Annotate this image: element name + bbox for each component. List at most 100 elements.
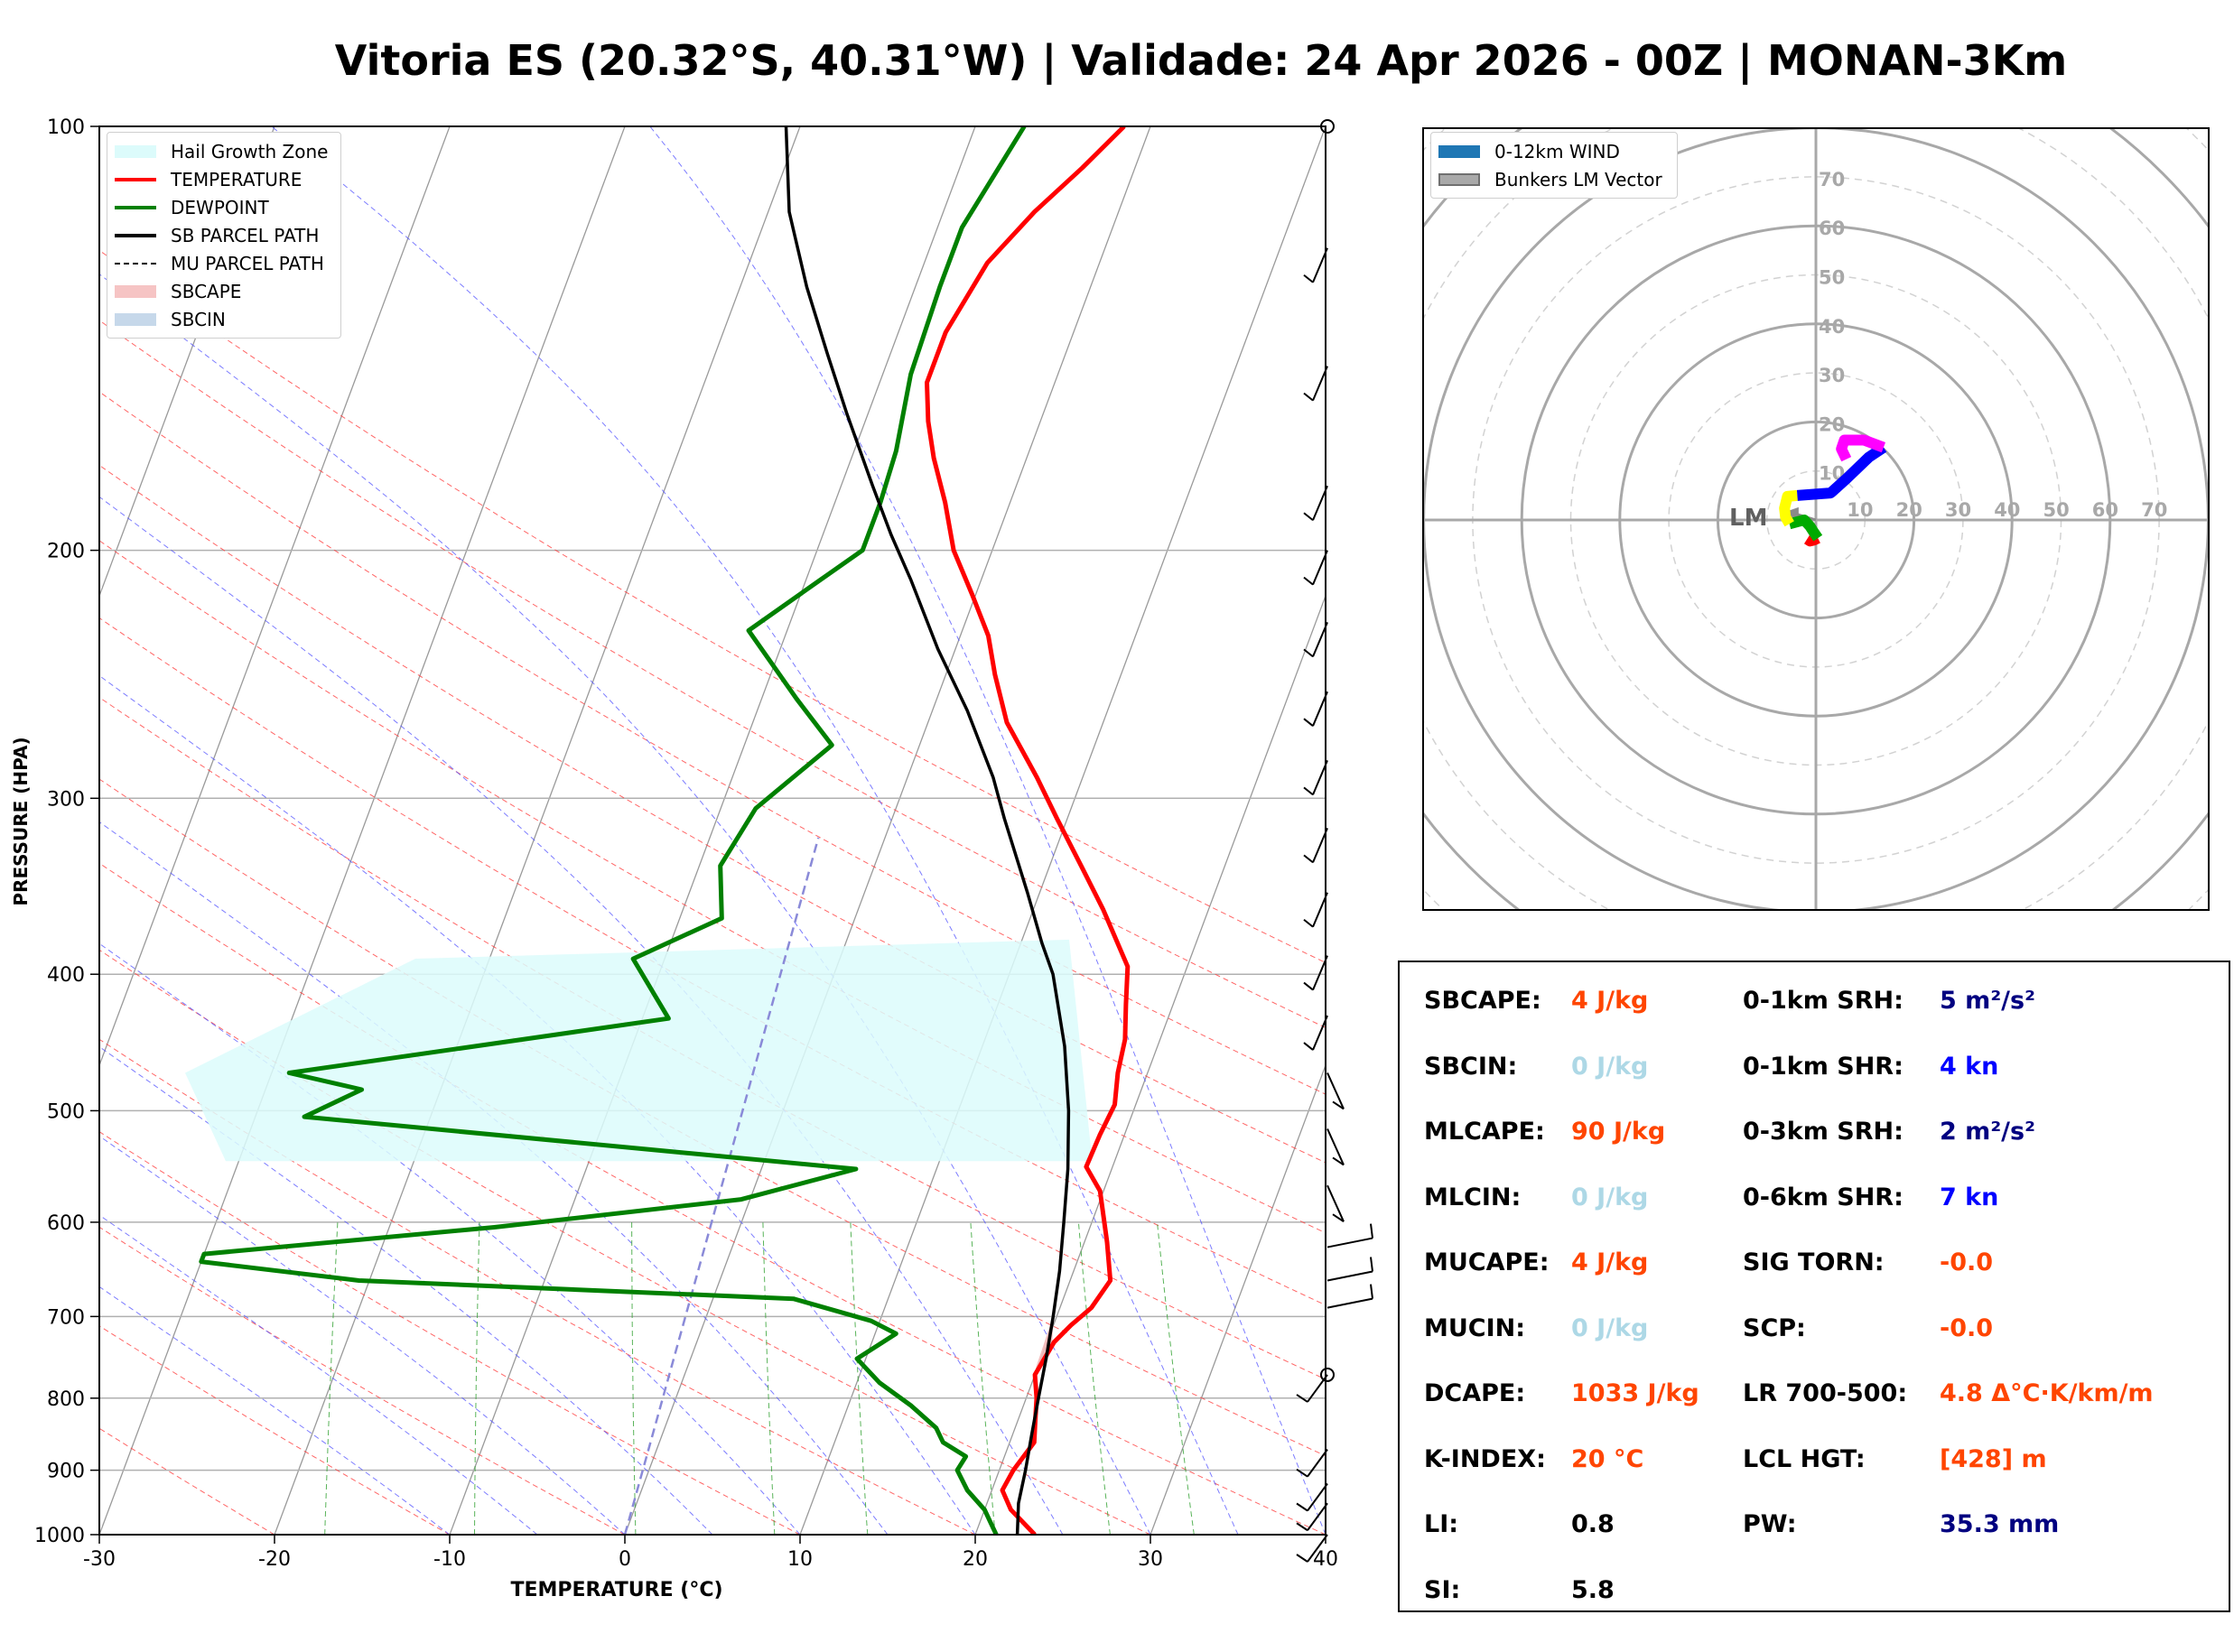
isotherm-line — [99, 126, 275, 598]
isotherm-line — [449, 126, 976, 1535]
wind-barb — [1326, 1184, 1345, 1223]
dry-adiabat — [99, 1131, 801, 1535]
y-tick-label: 400 — [47, 964, 85, 987]
x-tick-label: 0 — [619, 1548, 631, 1571]
wind-barb-flag — [1332, 1213, 1345, 1223]
y-tick-label: 100 — [47, 116, 85, 139]
wind-barb — [1296, 1449, 1328, 1478]
hodo-segment — [1796, 442, 1887, 501]
wind-barb — [1303, 366, 1328, 402]
index-label: PW: — [1743, 1510, 1797, 1538]
dry-adiabat — [99, 540, 1326, 1234]
index-value: 4 J/kg — [1571, 987, 1649, 1015]
wind-barb — [1303, 691, 1328, 727]
wind-barb — [1296, 1534, 1328, 1563]
wind-barb-staff — [1307, 1502, 1328, 1531]
y-axis-label: PRESSURE (HPA) — [10, 737, 32, 905]
dry-adiabat — [99, 1325, 451, 1535]
index-label: MLCAPE: — [1424, 1118, 1545, 1146]
skewt-legend-label: MU PARCEL PATH — [171, 252, 324, 274]
index-value: 0 J/kg — [1571, 1313, 1649, 1342]
x-tick-label: 10 — [787, 1548, 813, 1571]
wind-barb-flag — [1303, 918, 1314, 928]
index-value: 0.8 — [1571, 1510, 1615, 1538]
wind-barb-staff — [1307, 1482, 1328, 1512]
wind-barb — [1303, 485, 1328, 522]
skewt-series — [199, 126, 1131, 1535]
wind-barb-flag — [1296, 1502, 1308, 1512]
index-label: MLCIN: — [1424, 1183, 1522, 1211]
isotherm-line — [274, 126, 801, 1535]
wind-barb — [1303, 247, 1328, 283]
index-label: SI: — [1424, 1575, 1461, 1604]
wind-barb-flag — [1296, 1554, 1308, 1563]
wind-barb — [1326, 1223, 1373, 1248]
index-label: DCAPE: — [1424, 1379, 1526, 1407]
calm-wind-circle — [1320, 1367, 1335, 1382]
wind-barb-flag — [1303, 392, 1314, 402]
moist-adiabat — [99, 674, 976, 1535]
wind-barb — [1303, 550, 1328, 586]
dry-adiabat — [99, 1038, 976, 1535]
wind-barb — [1326, 1072, 1345, 1110]
wind-barb-flag — [1370, 1284, 1373, 1299]
mixing-ratio-line — [762, 1221, 776, 1535]
isotherm-line — [99, 126, 451, 1067]
index-value: [428] m — [1940, 1444, 2047, 1473]
index-label: LI: — [1424, 1510, 1459, 1538]
x-tick-label: -30 — [83, 1548, 116, 1571]
wind-barb-staff — [1312, 550, 1328, 585]
y-tick-label: 500 — [47, 1100, 85, 1123]
wind-barb-flag — [1303, 648, 1314, 658]
index-value: 4.8 Δ°C·K/km/m — [1940, 1379, 2154, 1407]
index-value: 35.3 mm — [1940, 1510, 2060, 1538]
wind-barb-staff — [1312, 760, 1328, 795]
y-tick-label: 1000 — [34, 1525, 85, 1547]
hodo-legend-item: Bunkers LM Vector — [1431, 165, 1677, 193]
dry-adiabat — [99, 320, 1326, 1028]
isotherm-line — [1150, 1063, 1326, 1535]
series-temperature — [925, 126, 1131, 1535]
moist-adiabat — [99, 821, 889, 1535]
wind-barb — [1326, 1257, 1373, 1282]
index-value: -0.0 — [1940, 1313, 1994, 1342]
hodo-ring-label: 50 — [1819, 267, 1845, 289]
moist-adiabat — [99, 273, 1151, 1535]
index-label: SBCIN: — [1424, 1052, 1518, 1081]
index-value: 0 J/kg — [1571, 1052, 1649, 1081]
bunkers-lm-label: LM — [1729, 505, 1767, 532]
isotherm-line — [974, 594, 1326, 1535]
wind-barb-flag — [1296, 1394, 1308, 1403]
wind-barb-staff — [1326, 1128, 1345, 1165]
hodo-ring-label: 30 — [1819, 365, 1845, 386]
skewt-legend-swatch — [115, 233, 156, 237]
hodo-ring-label: 20 — [1819, 413, 1845, 435]
index-value: 1033 J/kg — [1571, 1379, 1699, 1407]
skewt-legend-item: Hail Growth Zone — [107, 137, 340, 165]
wind-barb-staff — [1312, 366, 1328, 401]
hodo-legend-swatch — [1438, 172, 1480, 186]
moist-adiabat — [99, 496, 1064, 1535]
index-label: SCP: — [1743, 1313, 1806, 1342]
hail-growth-zone — [185, 939, 1093, 1162]
wind-barb — [1326, 1128, 1345, 1166]
mixing-ratio-line — [1077, 1221, 1111, 1535]
index-label: 0-6km SHR: — [1743, 1183, 1904, 1211]
wind-barb-flag — [1370, 1257, 1373, 1272]
hodo-legend-label: 0-12km WIND — [1494, 140, 1620, 162]
index-label: K-INDEX: — [1424, 1444, 1546, 1473]
hodo-ring-label: 40 — [1994, 499, 2020, 521]
hodo-segment — [1836, 434, 1885, 462]
x-tick-label: -20 — [258, 1548, 291, 1571]
wind-barb-flag — [1332, 1156, 1345, 1166]
wind-barb-staff — [1312, 247, 1328, 283]
index-value: 2 m²/s² — [1940, 1118, 2035, 1146]
wind-barb — [1303, 760, 1328, 796]
index-value: 90 J/kg — [1571, 1118, 1666, 1146]
wind-barb-flag — [1303, 786, 1314, 796]
y-tick-label: 600 — [47, 1212, 85, 1235]
dry-adiabat — [99, 949, 1151, 1535]
wind-barb — [1296, 1374, 1328, 1403]
